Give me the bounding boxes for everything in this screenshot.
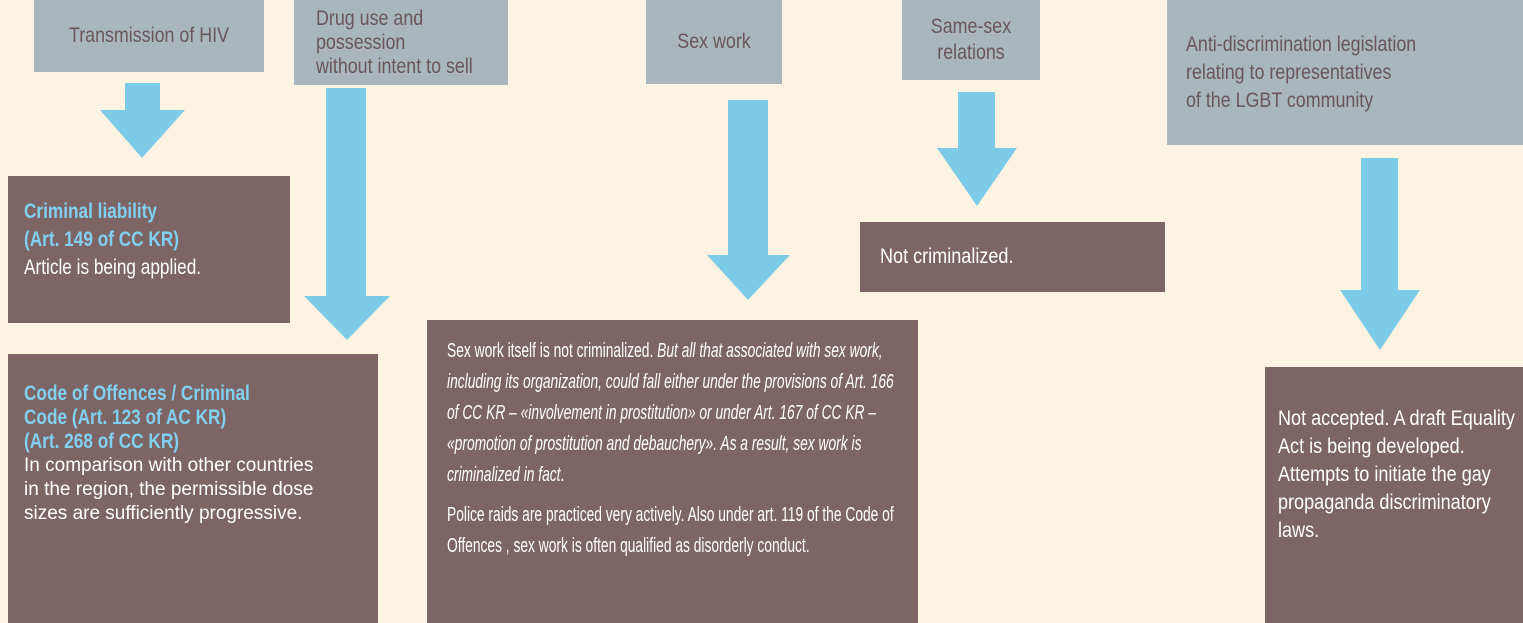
result-heading: (Art. 268 of CC KR)	[24, 430, 179, 453]
result-text: In comparison with other countries in th…	[24, 455, 314, 524]
result-box: Criminal liability (Art. 149 of CC KR) A…	[8, 176, 290, 323]
topic-box: Anti-discrimination legislation relating …	[1167, 0, 1523, 145]
result-box: Not accepted. A draft Equality Act is be…	[1265, 367, 1523, 623]
topic-text: without intent to sell	[316, 54, 473, 78]
result-text: Article is being applied.	[24, 256, 202, 279]
result-text: Police raids are practiced very actively…	[447, 504, 894, 557]
arrow	[937, 92, 1017, 206]
result-text-italic: But all that associated with sex work, i…	[447, 340, 894, 486]
topic-box: Drug use and possession without intent to…	[294, 0, 508, 85]
topic-text: Transmission of HIV	[68, 24, 230, 47]
topic-text: relating to representatives	[1186, 60, 1392, 84]
topic-text: Drug use and possession	[316, 6, 424, 54]
topic-text: of the LGBT community	[1186, 88, 1374, 112]
result-paragraph: Police raids are practiced very actively…	[447, 500, 908, 562]
result-text: Attempts to initiate the gay propaganda …	[1278, 463, 1491, 542]
topic-text: Sex work	[677, 30, 751, 53]
topic-text: Same-sex	[930, 15, 1012, 38]
result-box: Code of Offences / Criminal Code (Art. 1…	[8, 354, 378, 623]
result-paragraph: Sex work itself is not criminalized. But…	[447, 336, 908, 491]
result-box: Sex work itself is not criminalized. But…	[427, 320, 918, 623]
topic-text: Anti-discrimination legislation	[1186, 32, 1417, 56]
result-heading: Criminal liability	[24, 200, 158, 223]
topic-box: Sex work	[646, 0, 782, 84]
arrow	[1340, 158, 1420, 350]
result-heading: Code (Art. 123 of AC KR)	[24, 406, 227, 429]
result-text: Not accepted. A draft Equality Act is be…	[1278, 407, 1515, 458]
topic-box: Transmission of HIV	[34, 0, 264, 72]
result-text: .	[560, 464, 565, 486]
topic-text: relations	[937, 41, 1005, 64]
topic-box: Same-sex relations	[902, 0, 1040, 80]
result-text: Not criminalized.	[880, 245, 1014, 268]
result-heading: (Art. 149 of CC KR)	[24, 228, 179, 251]
result-heading: Code of Offences / Criminal	[24, 382, 250, 405]
result-box: Not criminalized.	[860, 222, 1165, 292]
arrow	[100, 83, 185, 158]
result-text: Sex work itself is not criminalized.	[447, 340, 658, 362]
arrow	[707, 100, 790, 300]
arrow	[304, 88, 390, 340]
